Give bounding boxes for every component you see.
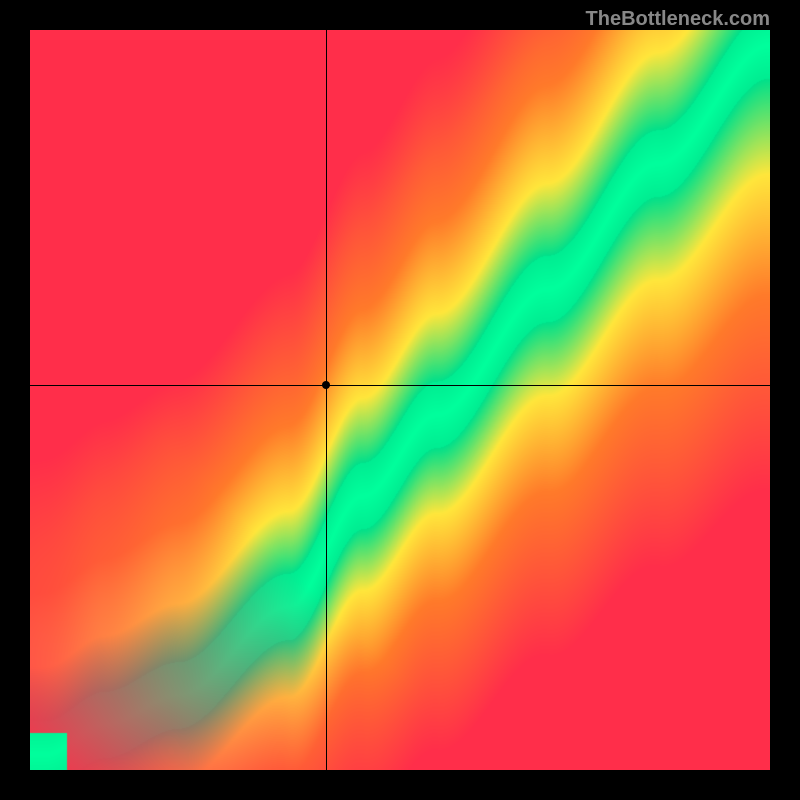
crosshair-vertical — [326, 30, 327, 770]
bottleneck-heatmap-container: TheBottleneck.com — [0, 0, 800, 800]
heatmap-canvas — [30, 30, 770, 770]
marker-dot — [322, 381, 330, 389]
watermark-text: TheBottleneck.com — [586, 8, 770, 31]
crosshair-horizontal — [30, 385, 770, 386]
